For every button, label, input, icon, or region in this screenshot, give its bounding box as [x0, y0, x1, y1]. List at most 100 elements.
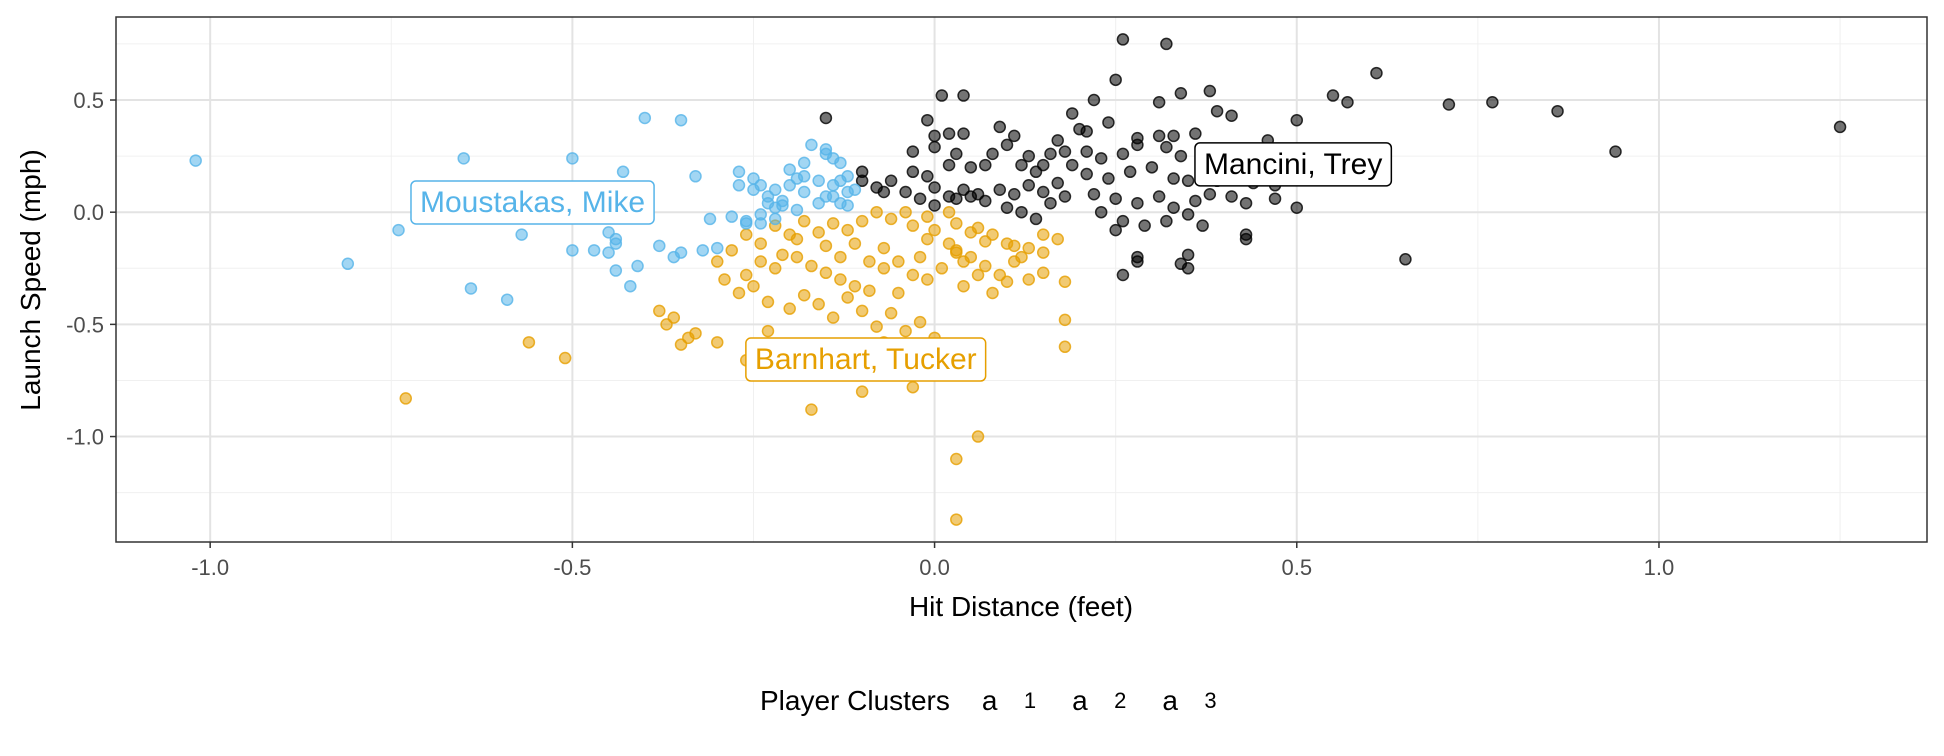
cluster-1-point [1203, 187, 1217, 201]
cluster-2-point [892, 286, 905, 300]
cluster-2-point [718, 273, 731, 286]
cluster-2-point [783, 302, 796, 315]
cluster-1-point [884, 174, 898, 188]
cluster-2-point [906, 268, 920, 282]
cluster-3-point [797, 185, 811, 199]
cluster-1-point [1109, 192, 1122, 205]
cluster-1-point [1167, 201, 1180, 214]
cluster-3-point [464, 282, 478, 295]
cluster-2-point [921, 210, 934, 223]
cluster-2-point [950, 513, 963, 526]
point-label-text: Mancini, Trey [1204, 148, 1382, 181]
cluster-1-point [1058, 145, 1072, 158]
cluster-1-point [1131, 196, 1144, 210]
cluster-2-point [986, 286, 999, 300]
cluster-2-point [877, 241, 891, 255]
cluster-1-point [986, 147, 999, 161]
cluster-1-point [1036, 185, 1050, 199]
cluster-2-point [826, 311, 840, 324]
cluster-3-point [711, 241, 724, 255]
cluster-2-point [971, 430, 985, 443]
cluster-1-point [950, 147, 963, 161]
cluster-3-point [834, 156, 847, 170]
cluster-3-point [732, 179, 746, 192]
cluster-1-point [1189, 127, 1202, 140]
cluster-3-point [500, 293, 514, 306]
cluster-1-point [1174, 149, 1188, 163]
cluster-1-point [1181, 174, 1195, 188]
cluster-1-point [1000, 201, 1014, 214]
axes: -1.0 -0.5 0.0 0.5 1.0 -1.0 -0.5 0.0 0.5 [66, 88, 1674, 580]
cluster-1-point [1442, 98, 1456, 111]
cluster-3-point [732, 165, 746, 179]
cluster-1-point [1058, 190, 1072, 203]
cluster-2-point [971, 268, 985, 282]
cluster-2-point [950, 217, 963, 230]
cluster-3-point [834, 174, 847, 188]
legend-key-glyph: a [1072, 685, 1088, 716]
cluster-1-point [1174, 87, 1188, 100]
cluster-2-point [558, 351, 572, 365]
cluster-2-point [805, 259, 818, 273]
cluster-2-point [1022, 241, 1035, 255]
cluster-2-point [979, 235, 992, 248]
cluster-1-point [1000, 138, 1014, 152]
cluster-2-point [1036, 246, 1050, 259]
cluster-1-point [1160, 140, 1173, 154]
cluster-2-point [660, 318, 673, 331]
cluster-1-point [1189, 194, 1202, 208]
plot-panel [116, 17, 1927, 542]
cluster-1-point [935, 89, 949, 102]
cluster-3-point [696, 244, 710, 257]
x-tick-label: 1.0 [1644, 555, 1675, 580]
cluster-3-point [783, 179, 796, 192]
cluster-3-point [189, 154, 202, 167]
cluster-2-point [913, 250, 927, 264]
x-tick-label: -1.0 [191, 555, 229, 580]
cluster-3-point [609, 264, 623, 277]
cluster-3-point [392, 223, 405, 237]
cluster-1-point [1181, 208, 1195, 221]
cluster-1-point [1065, 107, 1079, 120]
cluster-1-point [1065, 158, 1079, 172]
cluster-1-point [1087, 93, 1101, 107]
cluster-1-point [957, 127, 970, 140]
cluster-1-point [1015, 158, 1028, 172]
cluster-2-point [812, 226, 825, 239]
legend-entry-label: 2 [1114, 688, 1126, 713]
cluster-2-point [928, 223, 941, 237]
cluster-1-point [1174, 257, 1188, 271]
cluster-1-point [928, 181, 941, 194]
cluster-3-point [616, 165, 630, 179]
cluster-1-point [1152, 190, 1166, 203]
cluster-3-point [739, 217, 753, 230]
y-tick-label: -1.0 [66, 425, 104, 450]
cluster-3-point [703, 212, 717, 226]
cluster-1-point [1116, 268, 1130, 282]
cluster-1-point [1080, 145, 1093, 158]
cluster-2-point [812, 297, 825, 311]
cluster-2-point [855, 385, 869, 398]
point-label: Moustakas, Mike [410, 180, 655, 225]
point-label: Barnhart, Tucker [745, 337, 987, 382]
point-label-box [1194, 142, 1393, 187]
cluster-2-point [653, 304, 666, 318]
cluster-2-point [913, 315, 927, 329]
cluster-1-point [1399, 253, 1412, 266]
legend-key-glyph: a [982, 685, 998, 716]
cluster-2-point [1036, 228, 1050, 241]
cluster-2-point [819, 239, 833, 253]
cluster-1-point [906, 145, 920, 158]
cluster-1-point [1044, 147, 1057, 161]
cluster-2-point [942, 237, 956, 250]
cluster-1-point [1551, 104, 1564, 118]
x-tick-label: -0.5 [553, 555, 591, 580]
cluster-1-point [1203, 84, 1217, 98]
cluster-1-point [1326, 89, 1340, 102]
cluster-2-point [884, 306, 898, 320]
cluster-2-point [754, 255, 767, 268]
cluster-1-point [899, 185, 912, 199]
cluster-1-point [942, 158, 956, 172]
cluster-1-point [1370, 66, 1383, 80]
